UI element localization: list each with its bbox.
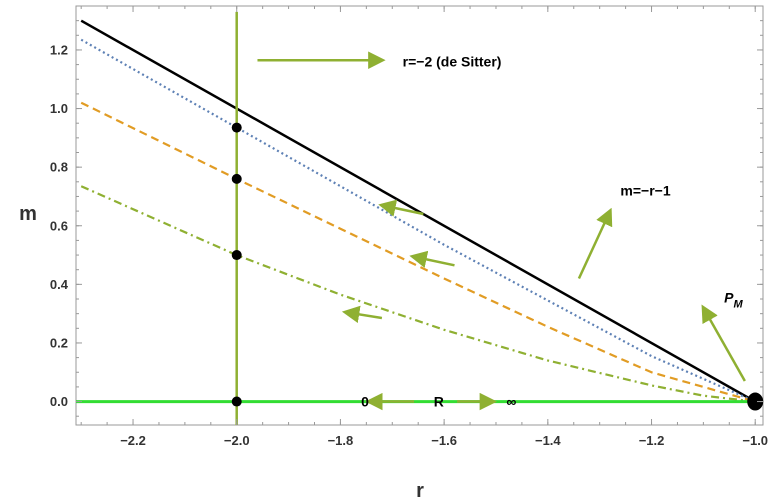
x-tick-label-5: −1.2 [639,433,665,448]
x-tick-label-0: −2.2 [120,433,146,448]
pm-label-main: P [724,290,734,306]
y-tick-label-0: 0.0 [50,394,68,409]
annotation-arrow-2 [701,304,746,382]
y-tick-label-4: 0.8 [50,160,68,175]
critical-point-pm [747,392,764,411]
series-solid-black [80,19,756,403]
x-tick-label-2: −1.8 [328,433,354,448]
pm-label: PM [724,290,743,311]
x-tick-label-1: −2.0 [224,433,250,448]
annotation-arrow-5 [378,199,424,217]
annotation-arrow-6 [409,250,455,268]
annotation-label-1: m=−r−1 [620,183,670,199]
series-dashed-orange [80,101,756,403]
y-tick-label-2: 0.4 [50,277,69,292]
plot-frame [75,5,764,426]
y-tick-label-1: 0.2 [50,335,68,350]
annotation-arrow-1 [577,207,613,280]
data-point-0 [231,122,242,133]
data-point-3 [231,396,242,407]
annotation-label-3: R [434,394,444,410]
x-tick-label-6: −1.0 [742,433,768,448]
annotation-label-0: r=−2 (de Sitter) [403,54,502,70]
x-tick-label-4: −1.4 [535,433,561,448]
annotation-label-4: ∞ [506,394,516,410]
data-point-2 [231,250,242,261]
series-dotted-blue [80,38,756,403]
pm-label-sub: M [733,299,743,311]
x-tick-label-3: −1.6 [431,433,457,448]
y-tick-label-5: 1.0 [50,101,68,116]
annotation-arrow-7 [341,305,383,324]
y-axis-label: m [19,203,37,225]
data-point-1 [231,173,242,184]
y-tick-label-3: 0.6 [50,218,68,233]
y-tick-label-6: 1.2 [50,42,68,57]
annotation-label-2: 0 [361,394,369,410]
x-axis-label: r [416,480,424,502]
series-dashdot-green [80,185,756,403]
